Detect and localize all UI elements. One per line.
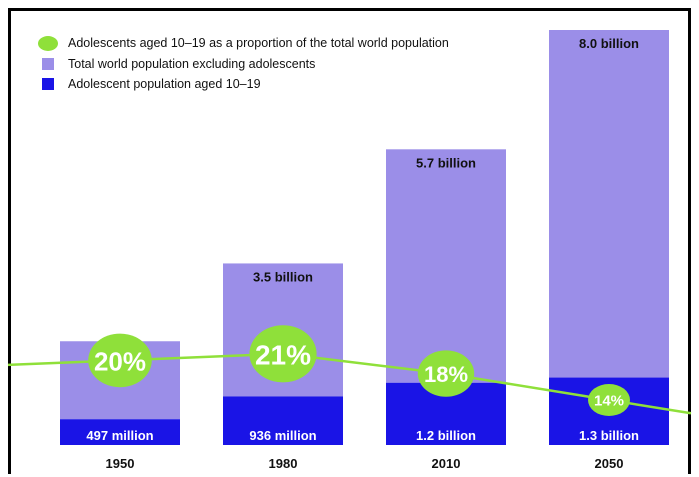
- adolescent-label-2010: 1.2 billion: [416, 428, 476, 443]
- adolescent-label-1950: 497 million: [86, 428, 153, 443]
- proportion-label-1980: 21%: [255, 339, 311, 370]
- legend-label-total: Total world population excluding adolesc…: [68, 57, 316, 71]
- proportion-marker-1950: [88, 333, 152, 388]
- legend-item-total: Total world population excluding adolesc…: [38, 57, 468, 71]
- proportion-marker-2050: [588, 384, 630, 416]
- total-label-1980: 3.5 billion: [253, 269, 313, 284]
- total-label-2050: 8.0 billion: [579, 36, 639, 51]
- proportion-label-2050: 14%: [594, 393, 624, 410]
- chart-frame: [8, 8, 691, 474]
- x-tick-2010: 2010: [432, 456, 461, 471]
- legend-swatch-adolescent: [42, 78, 54, 90]
- proportion-marker-1980: [249, 325, 317, 383]
- adolescent-label-2050: 1.3 billion: [579, 428, 639, 443]
- proportion-marker-2010: [417, 350, 475, 397]
- adolescent-label-1980: 936 million: [249, 428, 316, 443]
- bar-adolescent-1950: [60, 419, 180, 445]
- x-tick-1950: 1950: [106, 456, 135, 471]
- legend-item-adolescent: Adolescent population aged 10–19: [38, 77, 468, 91]
- legend-label-adolescent: Adolescent population aged 10–19: [68, 77, 261, 91]
- x-tick-1980: 1980: [269, 456, 298, 471]
- legend-label-proportion: Adolescents aged 10–19 as a proportion o…: [68, 36, 449, 50]
- legend: Adolescents aged 10–19 as a proportion o…: [38, 36, 468, 97]
- legend-swatch-total: [42, 58, 54, 70]
- legend-item-proportion: Adolescents aged 10–19 as a proportion o…: [38, 36, 468, 51]
- bar-total-2050: [549, 30, 669, 378]
- proportion-label-1950: 20%: [94, 346, 146, 376]
- proportion-label-2010: 18%: [424, 362, 468, 387]
- total-label-2010: 5.7 billion: [416, 155, 476, 170]
- x-tick-2050: 2050: [595, 456, 624, 471]
- legend-swatch-proportion: [38, 36, 58, 51]
- bar-adolescent-1980: [223, 396, 343, 445]
- bar-total-2010: [386, 149, 506, 383]
